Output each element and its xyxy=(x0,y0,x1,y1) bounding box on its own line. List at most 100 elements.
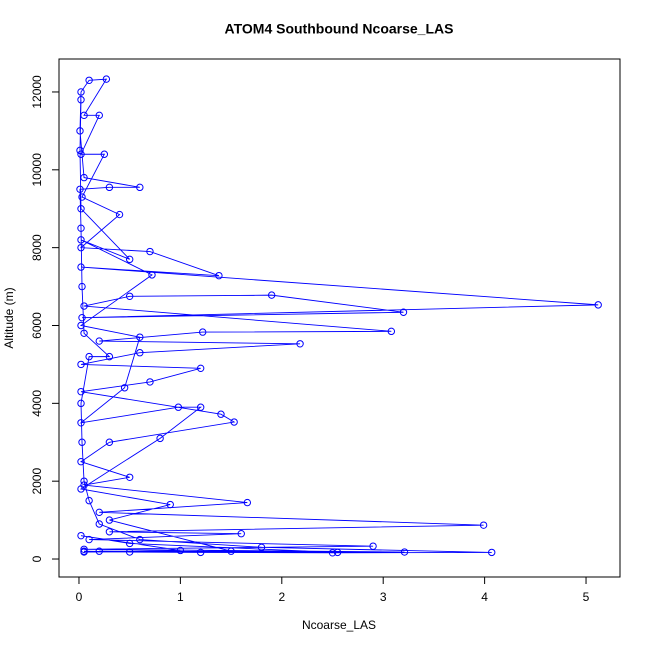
data-point xyxy=(196,364,205,373)
y-tick-label: 4000 xyxy=(30,390,44,417)
data-point xyxy=(80,173,88,182)
data-point xyxy=(146,378,154,386)
x-tick-label: 1 xyxy=(177,590,184,604)
data-point xyxy=(95,547,103,555)
data-point xyxy=(136,333,144,341)
data-point xyxy=(136,183,144,192)
x-tick-label: 3 xyxy=(380,590,387,604)
data-point xyxy=(77,236,85,244)
data-point xyxy=(80,548,88,556)
data-point xyxy=(80,302,88,310)
data-point xyxy=(78,314,86,322)
data-point xyxy=(174,403,183,411)
y-tick-label: 0 xyxy=(30,555,44,562)
data-point xyxy=(217,410,225,418)
data-point xyxy=(77,399,85,408)
data-point xyxy=(148,271,156,279)
data-point xyxy=(102,75,111,83)
data-point xyxy=(78,438,86,446)
data-point xyxy=(230,418,238,426)
data-point xyxy=(176,546,185,555)
data-point xyxy=(78,193,86,201)
data-point xyxy=(105,352,114,361)
data-point xyxy=(146,247,154,256)
data-point xyxy=(120,384,129,392)
data-point xyxy=(77,205,85,213)
y-tick-label: 6000 xyxy=(30,312,44,339)
data-point xyxy=(95,111,103,120)
data-point xyxy=(77,419,85,427)
data-point xyxy=(227,547,235,555)
data-point xyxy=(243,498,252,507)
data-point xyxy=(76,185,84,193)
data-point xyxy=(76,146,84,155)
data-point xyxy=(77,321,85,330)
plot-box xyxy=(58,58,621,578)
data-point xyxy=(95,337,103,345)
data-point xyxy=(166,500,174,509)
data-point xyxy=(85,535,93,544)
data-point xyxy=(85,496,93,505)
data-point xyxy=(95,508,103,517)
data-point xyxy=(85,352,93,361)
y-tick-label: 12000 xyxy=(30,75,44,109)
data-point xyxy=(77,387,85,396)
data-point xyxy=(77,360,85,369)
data-point xyxy=(77,531,85,540)
data-point xyxy=(399,308,408,316)
data-point xyxy=(95,520,103,528)
data-point xyxy=(77,150,85,158)
y-tick-label: 2000 xyxy=(30,468,44,495)
data-point xyxy=(333,548,342,557)
data-point xyxy=(196,548,205,557)
data-point xyxy=(136,349,144,357)
data-point xyxy=(80,545,88,553)
data-point xyxy=(296,340,304,348)
data-point xyxy=(80,329,88,337)
data-point xyxy=(400,548,409,556)
data-point xyxy=(136,535,144,544)
data-point xyxy=(100,150,109,158)
data-point xyxy=(105,528,114,536)
data-point xyxy=(479,521,488,529)
data-point xyxy=(80,477,88,485)
data-point xyxy=(77,263,85,271)
data-point xyxy=(125,292,134,301)
data-point xyxy=(125,255,134,264)
data-point xyxy=(77,96,85,104)
data-point xyxy=(488,548,496,557)
data-point xyxy=(105,438,114,446)
data-point xyxy=(387,327,396,336)
data-point xyxy=(267,291,276,299)
data-line xyxy=(79,78,599,554)
data-point xyxy=(115,210,124,219)
data-point xyxy=(77,243,85,252)
data-point xyxy=(257,543,266,552)
x-tick-label: 0 xyxy=(76,590,83,604)
data-point xyxy=(198,328,207,336)
data-point xyxy=(328,549,337,557)
data-point xyxy=(77,458,85,466)
x-tick-label: 2 xyxy=(278,590,285,604)
data-point xyxy=(594,301,602,309)
data-point xyxy=(76,127,84,135)
data-point xyxy=(125,539,134,548)
y-axis-title: Altitude (m) xyxy=(2,287,16,348)
y-tick-label: 10000 xyxy=(30,153,44,187)
data-point xyxy=(78,282,86,291)
data-point xyxy=(105,183,114,192)
data-point xyxy=(196,403,205,411)
data-point xyxy=(215,271,223,280)
data-point xyxy=(156,434,164,443)
data-point xyxy=(77,88,85,96)
data-point xyxy=(125,473,134,481)
data-point xyxy=(80,111,88,120)
data-point xyxy=(237,530,245,538)
data-point xyxy=(77,485,85,493)
data-point xyxy=(77,224,85,232)
x-tick-label: 5 xyxy=(583,590,590,604)
data-point xyxy=(105,516,114,524)
x-tick-label: 4 xyxy=(481,590,488,604)
data-point xyxy=(125,548,134,556)
